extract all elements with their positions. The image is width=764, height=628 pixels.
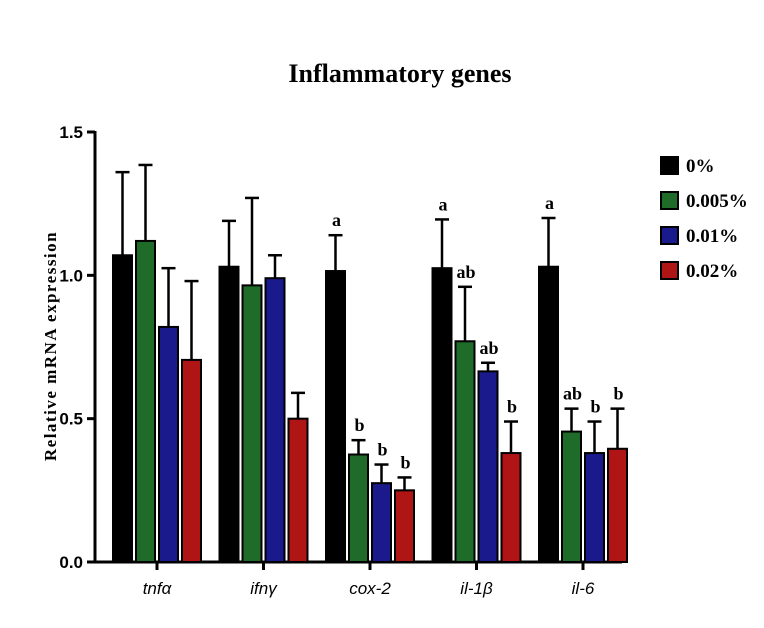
y-tick-label: 0.5: [59, 410, 83, 429]
legend-swatch: [660, 156, 679, 175]
bar: [325, 270, 346, 563]
bar: [500, 452, 522, 564]
significance-label: b: [354, 415, 364, 435]
significance-label: b: [377, 440, 387, 460]
significance-label: b: [590, 397, 600, 417]
x-tick-label: tnfα: [143, 579, 173, 598]
bar: [454, 340, 476, 563]
significance-label: b: [613, 384, 623, 404]
bar: [371, 482, 392, 563]
significance-label: a: [439, 194, 448, 214]
legend-label: 0.005%: [686, 191, 748, 212]
y-tick-label: 1.0: [59, 266, 83, 285]
x-tick-label: il-6: [572, 579, 595, 598]
significance-label: ab: [479, 338, 498, 358]
legend-swatch: [660, 191, 679, 210]
bar: [158, 325, 179, 563]
bar: [264, 277, 286, 563]
significance-label: ab: [563, 384, 582, 404]
bar: [538, 265, 559, 563]
bar: [241, 284, 263, 563]
x-tick-label: cox-2: [349, 579, 391, 598]
legend-label: 0%: [686, 156, 715, 177]
legend-swatch: [660, 261, 679, 280]
x-tick-label: ifnγ: [250, 579, 278, 598]
bar: [181, 358, 202, 563]
bar: [584, 452, 605, 564]
y-axis-label: Relative mRNA expression: [41, 231, 60, 461]
significance-label: b: [507, 397, 517, 417]
significance-label: ab: [456, 262, 475, 282]
legend-label: 0.02%: [686, 261, 738, 282]
legend: 0% 0.005% 0.01% 0.02%: [660, 156, 748, 282]
bar: [561, 430, 582, 564]
significance-label: b: [400, 452, 410, 472]
significance-label: a: [332, 210, 341, 230]
bar: [394, 489, 415, 564]
legend-swatch: [660, 226, 679, 245]
bar: [348, 453, 369, 563]
bar: [607, 447, 628, 563]
legend-label: 0.01%: [686, 226, 738, 247]
bar: [287, 417, 309, 563]
bar: [135, 239, 156, 564]
chart-title: Inflammatory genes: [288, 59, 511, 88]
bar: [431, 267, 453, 563]
bar: [218, 265, 240, 563]
y-tick-label: 1.5: [59, 123, 83, 142]
x-tick-label: il-1β: [460, 579, 493, 598]
y-tick-label: 0.0: [59, 553, 83, 572]
significance-label: a: [545, 193, 554, 213]
bar: [112, 254, 133, 563]
bar: [477, 370, 499, 563]
